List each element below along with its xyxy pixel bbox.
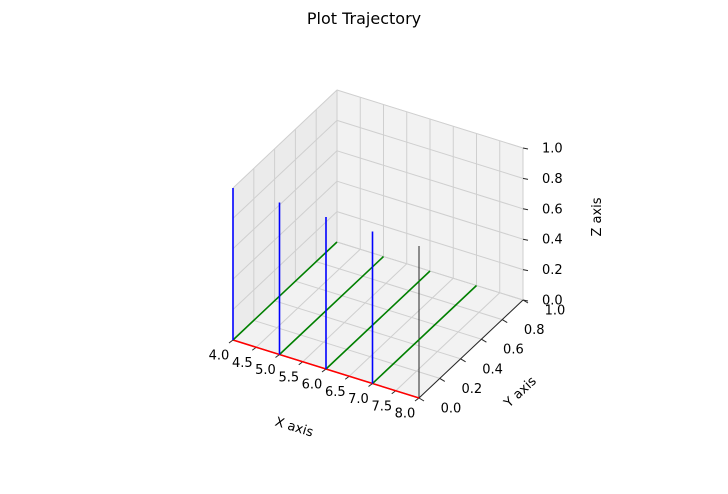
- z-tick-label: 0.0: [542, 294, 563, 309]
- z-gridline: [336, 211, 524, 271]
- z-axis-label: Z axis: [590, 197, 605, 236]
- y-tick-mark: [481, 338, 487, 343]
- z-gridline: [232, 211, 338, 310]
- series-line-4: [371, 284, 478, 385]
- z-gridline: [232, 120, 338, 219]
- z-gridline: [336, 119, 524, 179]
- x-tick-label: 8.0: [395, 407, 416, 422]
- x-tick-label: 7.5: [371, 399, 392, 414]
- series-line-3: [325, 270, 431, 370]
- z-tick-mark: [522, 299, 529, 302]
- y-tick-mark: [418, 397, 425, 402]
- z-tick-mark: [522, 147, 529, 150]
- z-gridline: [232, 150, 338, 250]
- x-tick-label: 4.0: [209, 349, 230, 364]
- x-tick-label: 7.0: [348, 392, 369, 407]
- y-axis-line: [418, 299, 524, 399]
- y-tick-mark: [501, 319, 508, 324]
- series-line-2: [278, 255, 385, 356]
- z-tick-mark: [522, 208, 529, 211]
- z-tick-mark: [522, 177, 529, 180]
- z-tick-label: 0.8: [542, 172, 563, 187]
- axes-panes: [232, 89, 524, 399]
- y-tick-label: 0.4: [482, 362, 503, 377]
- z-tick-label: 0.6: [542, 202, 563, 217]
- z-tick-mark: [522, 238, 529, 241]
- y-tick-mark: [439, 377, 446, 382]
- z-gridline: [336, 180, 524, 240]
- y-tick-label: 1.0: [545, 304, 566, 319]
- x-tick-label: 4.5: [232, 356, 253, 371]
- z-gridline: [336, 89, 524, 149]
- x-gridline: [395, 292, 501, 392]
- z-gridline: [232, 89, 338, 189]
- x-tick-label: 5.5: [278, 370, 299, 385]
- y-axis-label: Y axis: [501, 374, 540, 412]
- x-tick-label: 6.5: [325, 385, 346, 400]
- chart-title: Plot Trajectory: [307, 9, 421, 28]
- x-axis-label: X axis: [273, 415, 315, 441]
- z-tick-mark: [522, 269, 529, 272]
- x-tick-mark: [228, 339, 234, 344]
- x-gridline: [255, 248, 361, 348]
- y-tick-label: 0.6: [503, 343, 524, 358]
- z-tick-label: 0.4: [542, 233, 563, 248]
- x-tick-label: 6.0: [302, 378, 323, 393]
- y-tick-label: 0.8: [524, 323, 545, 338]
- y-tick-label: 0.0: [441, 402, 462, 417]
- x-tick-label: 5.0: [255, 363, 276, 378]
- y-tick-mark: [460, 358, 466, 363]
- y-tick-label: 0.2: [461, 382, 482, 397]
- z-gridline: [336, 150, 524, 210]
- z-tick-label: 0.2: [542, 263, 563, 278]
- z-tick-label: 1.0: [542, 142, 563, 157]
- x-gridline: [302, 263, 408, 363]
- series-line-1: [232, 241, 338, 341]
- data-series: [232, 188, 478, 399]
- z-gridline: [232, 180, 338, 280]
- axes: 4.0 4.5 5.0 5.5 6.0 6.5 7.0 7.5 8.0 0.00.20.40.60…: [209, 142, 566, 422]
- x-gridline: [348, 277, 454, 377]
